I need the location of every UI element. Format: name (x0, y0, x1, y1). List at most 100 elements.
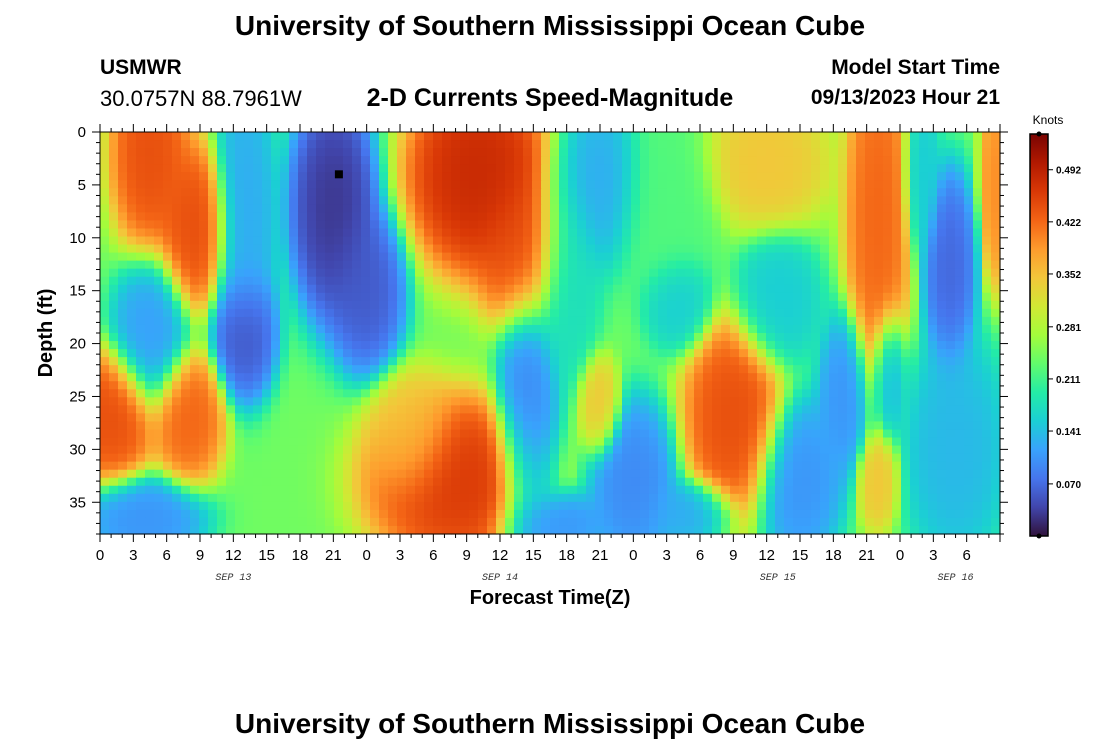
heatmap-cell (892, 421, 902, 431)
heatmap-cell (271, 308, 281, 318)
heatmap-cell (649, 148, 659, 157)
heatmap-cell (964, 357, 974, 366)
heatmap-cell (577, 236, 587, 246)
heatmap-cell (442, 373, 452, 382)
heatmap-cell (649, 341, 659, 350)
heatmap-cell (937, 292, 947, 302)
heatmap-cell (370, 357, 380, 366)
heatmap-cell (820, 381, 830, 390)
heatmap-cell (712, 405, 722, 414)
heatmap-cell (595, 132, 605, 141)
heatmap-cell (136, 357, 146, 366)
heatmap-cell (154, 405, 164, 414)
heatmap-cell (361, 164, 371, 173)
heatmap-cell (406, 228, 416, 238)
heatmap-cell (523, 260, 533, 270)
heatmap-cell (730, 429, 740, 439)
heatmap-cell (631, 156, 641, 165)
heatmap-cell (217, 413, 227, 423)
heatmap-cell (964, 236, 974, 246)
heatmap-cell (415, 196, 425, 205)
heatmap-cell (514, 196, 524, 205)
heatmap-cell (964, 517, 974, 527)
heatmap-cell (892, 156, 902, 165)
heatmap-cell (496, 421, 506, 431)
heatmap-cell (361, 405, 371, 414)
heatmap-cell (433, 188, 443, 197)
heatmap-cell (244, 357, 254, 366)
heatmap-cell (496, 268, 506, 278)
heatmap-cell (802, 140, 812, 149)
heatmap-cell (631, 324, 641, 334)
heatmap-cell (784, 429, 794, 439)
heatmap-cell (865, 413, 875, 423)
heatmap-cell (694, 188, 704, 197)
heatmap-cell (343, 228, 353, 238)
heatmap-cell (253, 525, 263, 535)
heatmap-cell (397, 477, 407, 487)
heatmap-cell (694, 212, 704, 222)
heatmap-cell (865, 140, 875, 149)
heatmap-cell (136, 349, 146, 358)
heatmap-cell (847, 268, 857, 278)
heatmap-cell (820, 172, 830, 181)
heatmap-cell (514, 236, 524, 246)
heatmap-cell (640, 172, 650, 181)
heatmap-cell (964, 260, 974, 270)
heatmap-cell (154, 292, 164, 302)
heatmap-cell (361, 324, 371, 334)
heatmap-cell (298, 397, 308, 406)
heatmap-cell (271, 220, 281, 230)
heatmap-cell (298, 421, 308, 431)
heatmap-cell (982, 220, 992, 230)
heatmap-cell (154, 156, 164, 165)
heatmap-cell (622, 381, 632, 390)
heatmap-cell (838, 172, 848, 181)
heatmap-cell (199, 244, 209, 254)
heatmap-cell (181, 413, 191, 423)
heatmap-cell (316, 397, 326, 406)
heatmap-cell (271, 405, 281, 414)
heatmap-cell (118, 485, 128, 495)
heatmap-cell (604, 405, 614, 414)
heatmap-cell (550, 220, 560, 230)
heatmap-cell (235, 477, 245, 487)
heatmap-cell (172, 357, 182, 366)
heatmap-cell (514, 284, 524, 294)
heatmap-cell (640, 284, 650, 294)
heatmap-cell (550, 132, 560, 141)
heatmap-cell (172, 453, 182, 463)
heatmap-cell (532, 373, 542, 382)
heatmap-cell (208, 204, 218, 213)
heatmap-cell (253, 453, 263, 463)
heatmap-cell (478, 461, 488, 471)
heatmap-cell (775, 164, 785, 173)
heatmap-cell (181, 284, 191, 294)
heatmap-cell (109, 268, 119, 278)
heatmap-cell (613, 300, 623, 310)
heatmap-cell (667, 381, 677, 390)
heatmap-cell (901, 172, 911, 181)
heatmap-cell (964, 365, 974, 374)
heatmap-cell (298, 180, 308, 189)
heatmap-cell (811, 501, 821, 511)
heatmap-cell (181, 140, 191, 149)
heatmap-cell (847, 373, 857, 382)
heatmap-cell (793, 341, 803, 350)
heatmap-cell (379, 341, 389, 350)
heatmap-cell (577, 156, 587, 165)
heatmap-cell (136, 276, 146, 286)
heatmap-cell (874, 308, 884, 318)
heatmap-cell (298, 260, 308, 270)
heatmap-cell (712, 501, 722, 511)
heatmap-cell (172, 156, 182, 165)
heatmap-cell (973, 228, 983, 238)
heatmap-cell (109, 308, 119, 318)
heatmap-cell (289, 405, 299, 414)
heatmap-cell (172, 244, 182, 254)
heatmap-cell (658, 260, 668, 270)
heatmap-cell (667, 389, 677, 398)
heatmap-cell (964, 397, 974, 406)
heatmap-cell (802, 437, 812, 447)
heatmap-cell (397, 429, 407, 439)
